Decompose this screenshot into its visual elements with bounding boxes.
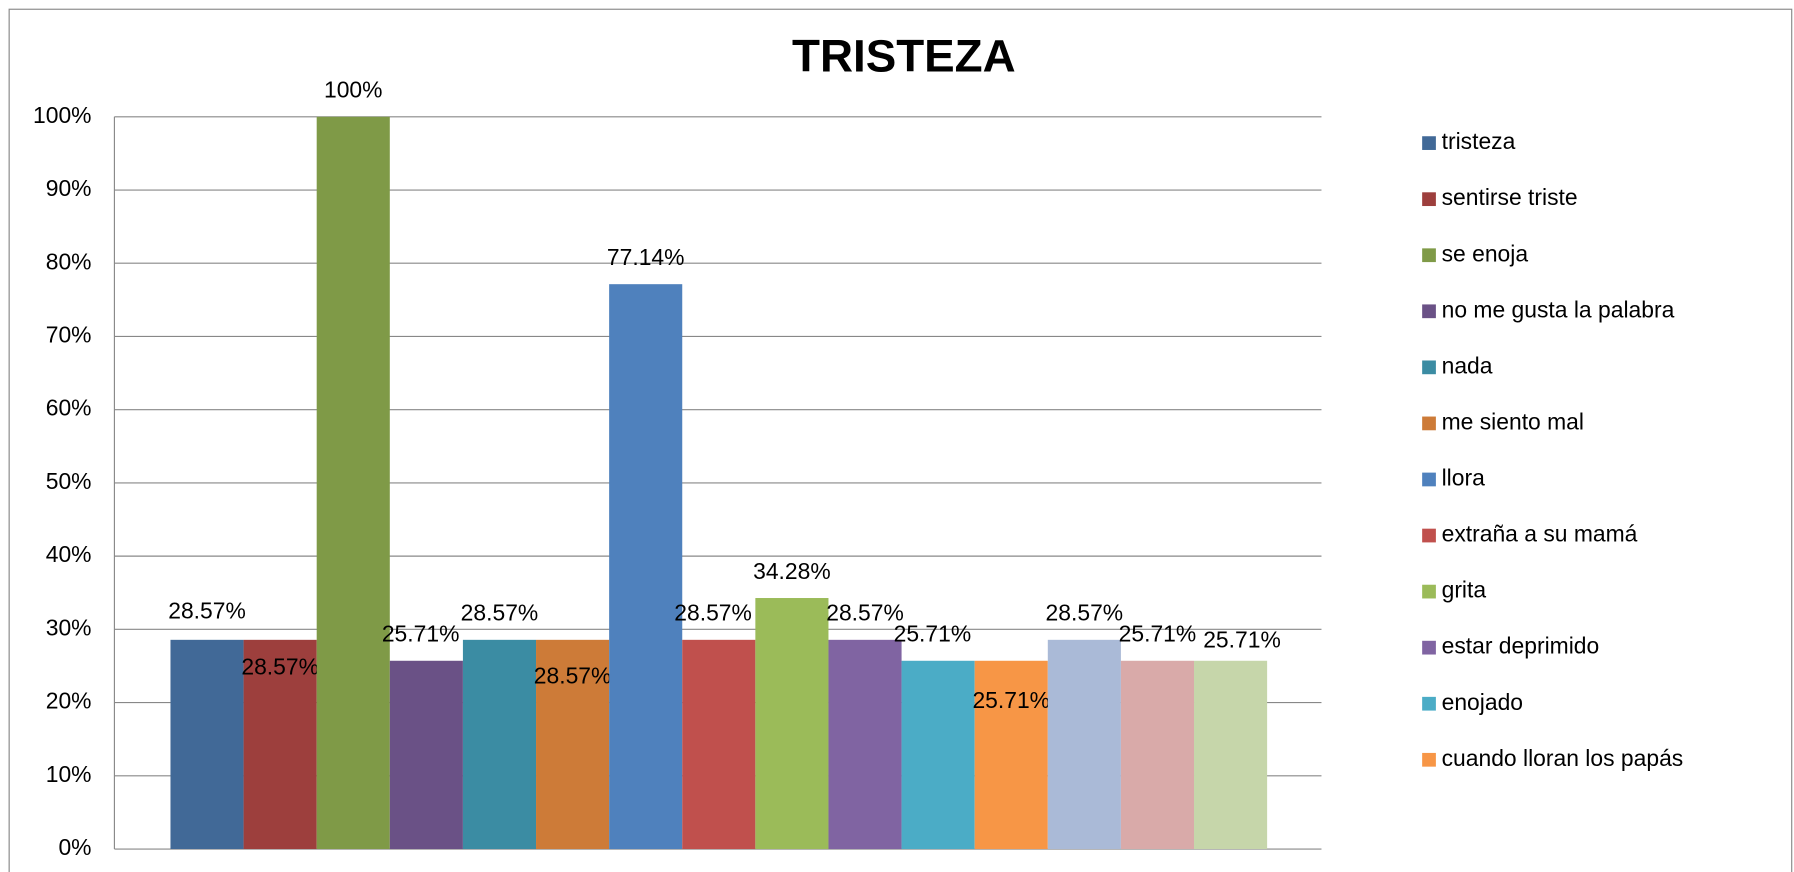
legend-swatch: [1422, 696, 1436, 711]
legend-label: llora: [1442, 465, 1486, 491]
legend-swatch: [1422, 528, 1436, 543]
legend-label: grita: [1442, 577, 1487, 603]
legend-label: extraña a su mamá: [1442, 521, 1638, 547]
legend-label: nada: [1442, 352, 1493, 378]
legend-swatch: [1422, 136, 1436, 150]
y-tick-label: 80%: [46, 248, 92, 274]
legend-swatch: [1422, 248, 1436, 263]
legend-label: tristeza: [1442, 128, 1516, 154]
y-tick-label: 10%: [46, 761, 92, 787]
bar: [1120, 660, 1195, 850]
bar: [389, 660, 463, 850]
data-label: 28.57%: [168, 597, 246, 623]
bar: [536, 639, 610, 850]
bar: [974, 660, 1048, 850]
y-tick-label: 20%: [46, 688, 92, 714]
legend-swatch: [1422, 472, 1436, 487]
bar: [243, 639, 317, 850]
data-label: 28.57%: [674, 600, 752, 626]
bar: [755, 598, 829, 850]
data-label: 28.57%: [534, 663, 612, 689]
bar: [170, 639, 244, 850]
legend-swatch: [1422, 752, 1436, 767]
y-tick-label: 30%: [46, 614, 92, 640]
data-label: 25.71%: [1203, 626, 1281, 652]
y-tick-label: 90%: [46, 175, 92, 201]
y-tick-label: 50%: [46, 468, 92, 494]
bar: [609, 284, 683, 850]
data-label: 77.14%: [607, 244, 685, 270]
y-tick-label: 40%: [46, 541, 92, 567]
chart-title: TRISTEZA: [792, 31, 1016, 82]
bar: [828, 639, 902, 850]
legend-swatch: [1422, 640, 1436, 655]
data-label: 28.57%: [461, 600, 539, 626]
data-label: 25.71%: [382, 621, 460, 647]
y-tick-label: 100%: [33, 102, 92, 128]
data-label: 25.71%: [894, 621, 972, 647]
y-tick-label: 70%: [46, 322, 92, 348]
bar: [462, 639, 537, 850]
legend-swatch: [1422, 192, 1436, 207]
data-label: 28.57%: [826, 600, 904, 626]
bar: [1047, 639, 1121, 850]
legend-swatch: [1422, 416, 1436, 431]
data-label: 25.71%: [972, 687, 1050, 713]
legend-swatch: [1422, 304, 1436, 319]
legend-label: no me gusta la palabra: [1442, 296, 1675, 322]
bar: [316, 116, 390, 850]
data-label: 28.57%: [1046, 600, 1124, 626]
legend-swatch: [1422, 584, 1436, 599]
legend-label: me siento mal: [1442, 408, 1584, 434]
bar: [1194, 660, 1268, 850]
legend-label: estar deprimido: [1442, 633, 1600, 659]
data-label: 34.28%: [753, 558, 831, 584]
data-label: 100%: [324, 77, 383, 103]
y-tick-label: 0%: [58, 834, 91, 860]
data-label: 28.57%: [241, 653, 319, 679]
data-label: 25.71%: [1119, 621, 1197, 647]
y-tick-label: 60%: [46, 395, 92, 421]
legend-label: enojado: [1442, 689, 1523, 715]
bar: [682, 639, 756, 850]
bar: [901, 660, 975, 850]
legend-label: se enoja: [1442, 240, 1529, 266]
legend-label: cuando lloran los papás: [1442, 745, 1684, 771]
legend-swatch: [1422, 360, 1436, 375]
legend-label: sentirse triste: [1442, 184, 1578, 210]
